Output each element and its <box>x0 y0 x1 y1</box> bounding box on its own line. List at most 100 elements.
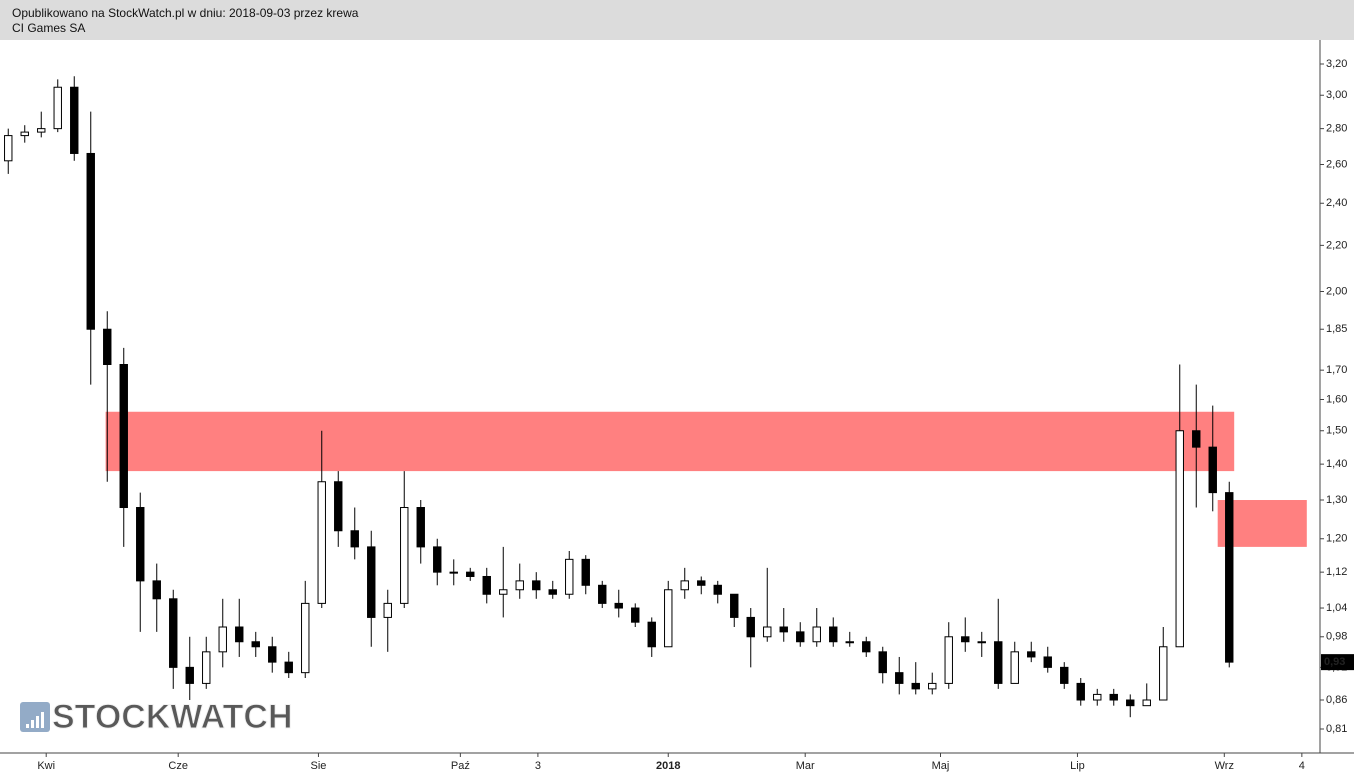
y-tick-label: 1,04 <box>1326 602 1347 614</box>
resistance-zone <box>105 411 1235 472</box>
candle-body <box>944 636 953 684</box>
x-tick-label: Cze <box>168 760 188 772</box>
y-tick-label: 1,85 <box>1326 323 1347 335</box>
watermark-icon-bar <box>26 724 29 728</box>
candle-body <box>680 580 689 591</box>
y-tick-label: 3,20 <box>1326 58 1347 70</box>
header: Opublikowano na StockWatch.pl w dniu: 20… <box>0 0 1354 40</box>
candle-body <box>598 584 607 604</box>
watermark-icon <box>20 702 50 732</box>
y-tick-label: 1,12 <box>1326 566 1347 578</box>
candle-body <box>961 636 970 643</box>
candle-body <box>218 626 227 653</box>
watermark-text: STOCKWATCH <box>52 698 293 736</box>
candle-body <box>482 575 491 595</box>
x-tick-label: Sie <box>310 760 326 772</box>
candle-body <box>1208 446 1217 494</box>
candle-body <box>697 580 706 586</box>
x-tick-label: 4 <box>1299 760 1305 772</box>
y-tick-label: 2,80 <box>1326 123 1347 135</box>
chart: 3,20 3,00 2,80 2,60 2,40 2,20 2,00 1,85 1,70 1,60… <box>0 40 1354 772</box>
candle-body <box>631 607 640 623</box>
y-tick-label: 2,20 <box>1326 239 1347 251</box>
candle-body <box>647 621 656 648</box>
candle-body <box>1159 646 1168 701</box>
y-tick-label: 3,00 <box>1326 89 1347 101</box>
candle-body <box>416 507 425 548</box>
y-tick-label: 2,60 <box>1326 158 1347 170</box>
y-tick-label: 0,98 <box>1326 631 1347 643</box>
candle-body <box>136 507 145 582</box>
candle-body <box>449 571 458 574</box>
candle-body <box>152 580 161 600</box>
candle-body <box>845 641 854 644</box>
candle-body <box>829 626 838 643</box>
candle-body <box>1175 430 1184 648</box>
x-tick-label: Maj <box>932 760 950 772</box>
watermark-icon-bar <box>41 712 44 728</box>
candle-body <box>977 641 986 644</box>
y-tick-label: 1,40 <box>1326 458 1347 470</box>
candle-body <box>928 682 937 690</box>
y-tick-label: 1,30 <box>1326 494 1347 506</box>
last-price-box <box>1321 654 1354 671</box>
y-tick-label: 0,86 <box>1326 694 1347 706</box>
candle-body <box>202 651 211 684</box>
candle-body <box>466 571 475 577</box>
x-tick-label: 3 <box>535 760 541 772</box>
candle-body <box>895 672 904 684</box>
candle-body <box>268 646 277 663</box>
candle-body <box>433 546 442 573</box>
candle-body <box>1043 656 1052 668</box>
candle-body <box>862 641 871 653</box>
candle-body <box>70 86 79 154</box>
instrument-name: CI Games SA <box>12 21 86 35</box>
candle-body <box>350 530 359 548</box>
candle-body <box>812 626 821 643</box>
candle-body <box>169 598 178 668</box>
x-tick-label: Kwi <box>37 760 55 772</box>
candle-body <box>185 666 194 684</box>
candle-body <box>334 481 343 532</box>
candle-body <box>911 682 920 690</box>
candle-body <box>1060 666 1069 684</box>
candle-body <box>763 626 772 638</box>
candle-body <box>581 558 590 586</box>
candle-body <box>400 507 409 604</box>
y-tick-label: 1,70 <box>1326 364 1347 376</box>
candle-body <box>664 589 673 648</box>
candle-body <box>103 328 112 366</box>
candle-body <box>614 602 623 609</box>
candle-body <box>37 128 46 133</box>
candle-body <box>4 135 13 162</box>
x-tick-label: Mar <box>796 760 815 772</box>
candle-body <box>713 584 722 595</box>
candle-body <box>1027 651 1036 658</box>
y-tick-label: 1,50 <box>1326 425 1347 437</box>
candle-body <box>1093 693 1102 701</box>
candle-body <box>235 626 244 643</box>
x-tick-label: 2018 <box>656 760 680 772</box>
candle-body <box>796 631 805 643</box>
y-tick-label: 0,81 <box>1326 723 1347 735</box>
candle-body <box>515 580 524 591</box>
candle-body <box>284 661 293 674</box>
candle-body <box>565 558 574 595</box>
candle-body <box>383 602 392 618</box>
candle-body <box>251 641 260 648</box>
candle-body <box>1010 651 1019 684</box>
candle-body <box>730 593 739 618</box>
candle-body <box>119 364 128 509</box>
candle-body <box>746 616 755 638</box>
watermark-icon-bar <box>36 716 39 728</box>
x-tick-label: Wrz <box>1215 760 1234 772</box>
y-tick-label: 1,60 <box>1326 393 1347 405</box>
candle-body <box>317 481 326 604</box>
y-tick-label: 1,20 <box>1326 533 1347 545</box>
candle-body <box>53 86 62 130</box>
last-price-label: 0,93 <box>1324 656 1345 668</box>
y-tick-label: 2,00 <box>1326 285 1347 297</box>
x-tick-label: Lip <box>1070 760 1085 772</box>
candle-body <box>499 589 508 595</box>
